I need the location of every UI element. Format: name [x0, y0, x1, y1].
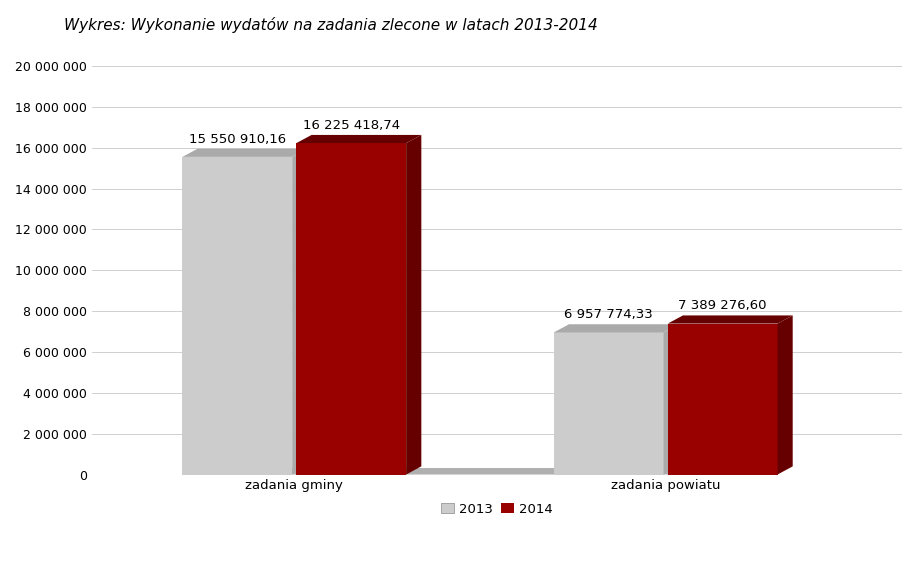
- Polygon shape: [182, 149, 307, 157]
- Polygon shape: [778, 316, 792, 474]
- Bar: [554, 332, 664, 474]
- Bar: [668, 324, 778, 474]
- Polygon shape: [554, 324, 679, 332]
- Polygon shape: [406, 135, 421, 474]
- Text: 16 225 418,74: 16 225 418,74: [303, 119, 400, 132]
- Text: 6 957 774,33: 6 957 774,33: [564, 308, 653, 321]
- Polygon shape: [668, 316, 792, 324]
- Polygon shape: [293, 149, 307, 474]
- Bar: [182, 157, 293, 474]
- Text: Wykres: Wykonanie wydatów na zadania zlecone w latach 2013-2014: Wykres: Wykonanie wydatów na zadania zle…: [64, 17, 598, 33]
- Text: 15 550 910,16: 15 550 910,16: [189, 133, 286, 145]
- Polygon shape: [664, 324, 679, 474]
- Text: 7 389 276,60: 7 389 276,60: [679, 300, 767, 312]
- Polygon shape: [296, 135, 421, 143]
- Bar: [296, 143, 406, 474]
- Polygon shape: [231, 468, 782, 474]
- Legend: 2013, 2014: 2013, 2014: [436, 497, 558, 521]
